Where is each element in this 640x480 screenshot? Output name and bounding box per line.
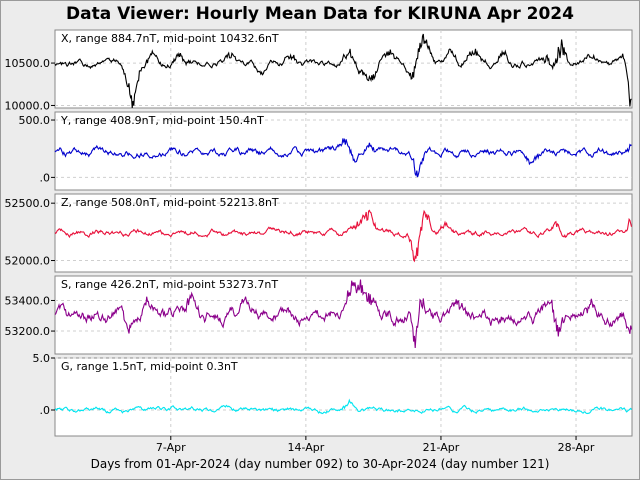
series-x-line <box>54 33 632 109</box>
series-z-line <box>54 209 633 263</box>
panel-s-label: S, range 426.2nT, mid-point 53273.7nT <box>61 278 278 291</box>
y-tick-label: 53200.0 <box>5 325 51 338</box>
y-tick-label: 5.0 <box>33 352 51 365</box>
x-axis-label: Days from 01-Apr-2024 (day number 092) t… <box>90 457 550 471</box>
y-tick-label: 500.0 <box>19 114 51 127</box>
panel-x-label: X, range 884.7nT, mid-point 10432.6nT <box>61 32 279 45</box>
panel-g-frame <box>54 357 633 437</box>
panel-g-label: G, range 1.5nT, mid-point 0.3nT <box>61 360 238 373</box>
panel-x-frame <box>54 29 633 109</box>
series-y-line <box>54 137 632 178</box>
y-tick-label: .0 <box>40 171 51 184</box>
chart-title: Data Viewer: Hourly Mean Data for KIRUNA… <box>66 4 574 24</box>
y-tick-label: 10000.0 <box>5 99 51 112</box>
y-tick-label: 52000.0 <box>5 255 51 268</box>
panel-z-label: Z, range 508.0nT, mid-point 52213.8nT <box>61 196 279 209</box>
series-g-line <box>54 398 632 415</box>
y-tick-label: 53400.0 <box>5 294 51 307</box>
x-tick-label: 28-Apr <box>558 441 595 454</box>
y-tick-label: 10500.0 <box>5 57 51 70</box>
x-tick-label: 21-Apr <box>423 441 460 454</box>
series-s-line <box>54 279 633 349</box>
panel-y-label: Y, range 408.9nT, mid-point 150.4nT <box>60 114 264 127</box>
x-tick-label: 7-Apr <box>156 441 186 454</box>
x-tick-label: 14-Apr <box>287 441 324 454</box>
y-tick-label: .0 <box>40 404 51 417</box>
y-tick-label: 52500.0 <box>5 197 51 210</box>
